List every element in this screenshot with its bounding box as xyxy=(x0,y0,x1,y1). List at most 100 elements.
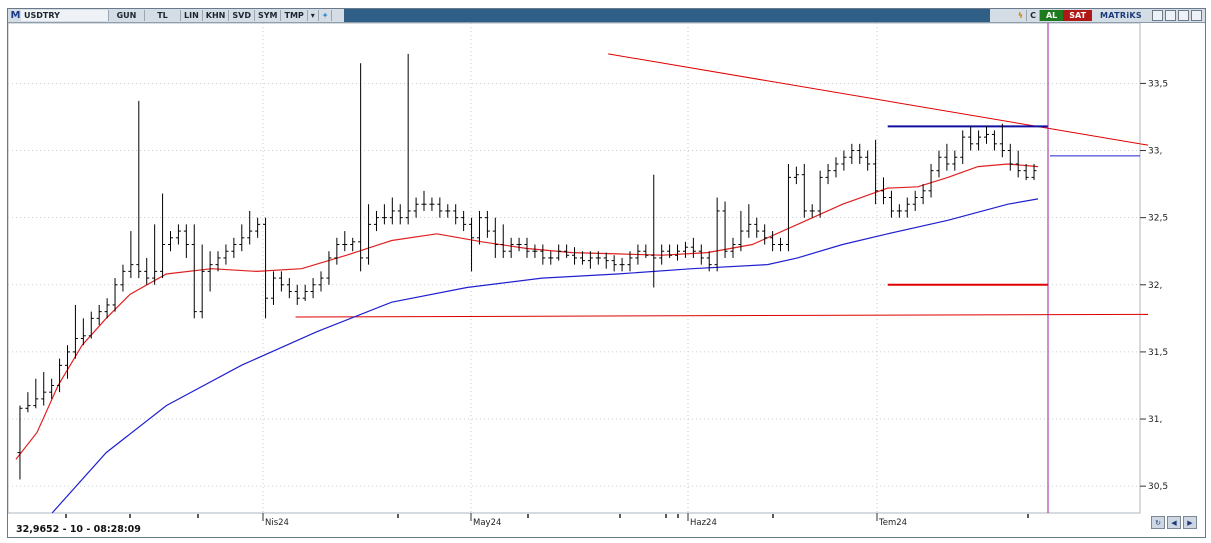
ohlc-bar xyxy=(1031,163,1037,181)
mode-sym-button[interactable]: SYM xyxy=(255,10,282,21)
mode-tmp-button[interactable]: TMP xyxy=(281,10,308,21)
ma-long-line xyxy=(51,198,1039,514)
symbol-label: USDTRY xyxy=(24,11,60,20)
ohlc-bar xyxy=(595,251,601,265)
ohlc-bar xyxy=(57,358,63,393)
ohlc-bar xyxy=(785,163,791,252)
ohlc-bar xyxy=(991,130,997,151)
c-button[interactable]: C xyxy=(1027,10,1040,21)
ohlc-bar xyxy=(873,139,879,205)
ohlc-bar xyxy=(516,237,522,252)
ohlc-bar xyxy=(453,204,459,225)
ohlc-bar xyxy=(64,345,70,379)
ohlc-bar xyxy=(508,237,514,258)
mode-lin-button[interactable]: LIN xyxy=(181,10,203,21)
ohlc-bar xyxy=(746,204,752,238)
ohlc-bar xyxy=(136,100,142,279)
unit-selector[interactable]: TL xyxy=(145,10,181,21)
ohlc-bar xyxy=(358,63,364,272)
ohlc-bar xyxy=(714,197,720,272)
period-selector[interactable]: GUN xyxy=(109,10,145,21)
ohlc-bar xyxy=(1023,163,1029,181)
ohlc-bar xyxy=(587,251,593,269)
y-axis: 30,5 31, 31,5 32, 32,5 33, 33,5 xyxy=(1140,79,1168,492)
ohlc-bar xyxy=(334,237,340,265)
chart-window: M USDTRY GUN TL LIN KHN SVD SYM TMP ▾ ✦ … xyxy=(7,8,1206,538)
ohlc-bar xyxy=(1007,143,1013,171)
twitter-icon[interactable]: ✦ xyxy=(319,10,333,21)
ohlc-bar xyxy=(263,217,269,319)
ohlc-bar xyxy=(350,237,356,252)
ohlc-bar xyxy=(722,201,728,258)
ohlc-bar xyxy=(920,184,926,205)
ohlc-bar xyxy=(730,237,736,258)
ohlc-bar xyxy=(112,278,118,312)
ohlc-bar xyxy=(999,123,1005,158)
x-tick-label: Tem24 xyxy=(878,518,907,528)
ohlc-bar xyxy=(635,244,641,265)
ohlc-bar xyxy=(968,126,974,151)
ohlc-bar xyxy=(619,257,625,272)
trend-lines xyxy=(295,23,1149,513)
ohlc-bar xyxy=(960,130,966,164)
ohlc-bar xyxy=(984,126,990,144)
trend-line-top xyxy=(608,53,1149,146)
ohlc-bar xyxy=(152,224,158,285)
minimize-icon[interactable] xyxy=(1152,10,1163,21)
ohlc-bar xyxy=(17,405,23,480)
ohlc-bar xyxy=(461,210,467,232)
lightning-icon[interactable]: ϟ xyxy=(1015,10,1028,21)
refresh-icon[interactable]: ↻ xyxy=(1151,516,1165,529)
ohlc-bar xyxy=(770,231,776,252)
ohlc-bar xyxy=(445,204,451,218)
ohlc-bar xyxy=(413,197,419,218)
ohlc-bar xyxy=(817,170,823,218)
ohlc-bar xyxy=(572,247,578,265)
buy-button[interactable]: AL xyxy=(1039,10,1064,21)
ohlc-bar xyxy=(603,252,609,269)
plot-area xyxy=(8,22,1141,514)
ohlc-bar xyxy=(80,318,86,346)
ohlc-bar xyxy=(904,197,910,218)
ohlc-bar xyxy=(500,224,506,258)
ohlc-bar xyxy=(255,217,261,238)
ohlc-bar xyxy=(104,298,110,319)
scroll-right-icon[interactable]: ▶ xyxy=(1183,516,1197,529)
price-chart[interactable]: 30,5 31, 31,5 32, 32,5 33, 33,5 Nis24 May24 Haz2… xyxy=(8,9,1205,537)
toolbar-right: ϟ C AL SAT MATRiKS xyxy=(1015,9,1205,22)
scroll-controls: ↻ ◀ ▶ xyxy=(1151,516,1197,529)
ohlc-bar xyxy=(215,251,221,272)
ohlc-bar xyxy=(849,143,855,164)
ohlc-bar xyxy=(762,224,768,245)
ohlc-bar xyxy=(548,251,554,265)
dropdown-arrow-icon[interactable]: ▾ xyxy=(308,10,319,21)
ohlc-bar xyxy=(373,210,379,232)
ohlc-bar xyxy=(801,163,807,218)
ohlc-bar xyxy=(476,210,482,245)
close-icon[interactable] xyxy=(1191,10,1202,21)
y-tick-label: 31, xyxy=(1148,415,1162,425)
ohlc-bar xyxy=(675,244,681,261)
mode-khn-button[interactable]: KHN xyxy=(203,10,230,21)
ohlc-bar xyxy=(389,197,395,225)
ohlc-bar xyxy=(120,264,126,292)
restore-icon[interactable] xyxy=(1165,10,1176,21)
ohlc-bar xyxy=(952,150,958,171)
ohlc-bar xyxy=(936,150,942,178)
ohlc-bar xyxy=(912,190,918,211)
ohlc-bar xyxy=(286,278,292,299)
ohlc-bar xyxy=(865,150,871,171)
ohlc-bar xyxy=(888,190,894,218)
ohlc-bar xyxy=(532,244,538,258)
ohlc-bar xyxy=(738,210,744,252)
brand-label: MATRiKS xyxy=(1100,11,1142,20)
mode-svd-button[interactable]: SVD xyxy=(229,10,255,21)
ohlc-bar xyxy=(239,224,245,252)
scroll-left-icon[interactable]: ◀ xyxy=(1167,516,1181,529)
maximize-icon[interactable] xyxy=(1178,10,1189,21)
ohlc-bar xyxy=(160,193,166,279)
sell-button[interactable]: SAT xyxy=(1063,10,1093,21)
ohlc-bar xyxy=(405,53,411,225)
symbol-selector[interactable]: USDTRY xyxy=(21,10,109,21)
x-tick-label: May24 xyxy=(473,518,501,528)
